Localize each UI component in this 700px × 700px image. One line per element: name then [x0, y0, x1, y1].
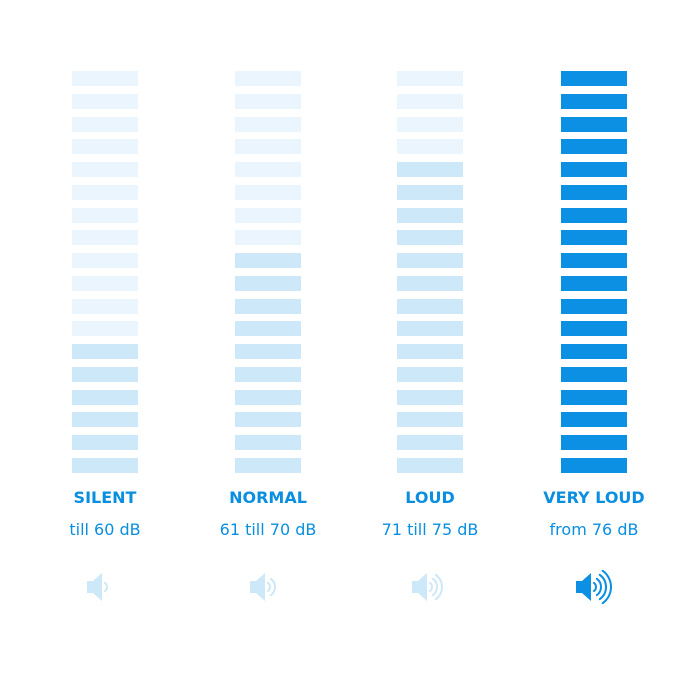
meter-segment-lit — [235, 457, 301, 473]
meter-segment-lit — [561, 139, 627, 155]
level-range: 71 till 75 dB — [381, 520, 479, 539]
level-label: NORMAL — [229, 488, 307, 507]
meter-segment-unlit — [235, 184, 301, 200]
meter-segment-unlit — [72, 184, 138, 200]
meter-segment-lit — [561, 412, 627, 428]
meter-segment-lit — [397, 435, 463, 450]
sound-wave — [434, 573, 443, 601]
meter-segment-unlit — [235, 207, 301, 223]
level-range: till 60 dB — [69, 520, 141, 539]
sound-wave — [595, 577, 602, 597]
meter-segment-lit — [561, 321, 627, 337]
meter-segment-unlit — [72, 321, 138, 337]
meter-segment-unlit — [397, 139, 463, 155]
meter-segment-lit — [235, 389, 301, 405]
meter-segment-lit — [72, 389, 138, 405]
meter-segment-lit — [235, 253, 301, 268]
sound-wave — [592, 581, 597, 593]
meter-segment-unlit — [235, 116, 301, 132]
meter-segment-lit — [561, 93, 627, 109]
meter-segment-lit — [72, 344, 138, 359]
meter-segment-lit — [72, 457, 138, 473]
meter-segment-lit — [397, 457, 463, 473]
meter-segment-unlit — [397, 71, 463, 86]
meter-segment-unlit — [235, 139, 301, 155]
meter-segment-lit — [561, 457, 627, 473]
level-range: from 76 dB — [549, 520, 639, 539]
level-label: SILENT — [73, 488, 137, 507]
sound-wave — [266, 581, 271, 593]
meter-segment-lit — [561, 253, 627, 268]
meter-segment-lit — [561, 162, 627, 177]
speaker-body — [576, 573, 591, 601]
meter-segment-lit — [397, 275, 463, 291]
sound-wave — [269, 577, 276, 597]
speaker-body — [412, 573, 427, 601]
meter-segment-unlit — [397, 93, 463, 109]
meter-segment-lit — [235, 412, 301, 428]
meter-segment-lit — [561, 116, 627, 132]
meter-segment-unlit — [72, 230, 138, 246]
meter-segment-lit — [72, 412, 138, 428]
level-range: 61 till 70 dB — [219, 520, 317, 539]
meter-segment-lit — [561, 435, 627, 450]
meter-segment-unlit — [72, 116, 138, 132]
sound-wave — [428, 581, 433, 593]
meter-segment-unlit — [397, 116, 463, 132]
meter-segment-unlit — [72, 253, 138, 268]
meter-segment-lit — [235, 344, 301, 359]
meter-segment-unlit — [72, 139, 138, 155]
meter-segment-lit — [561, 71, 627, 86]
meter-segment-lit — [397, 162, 463, 177]
meter-segment-lit — [397, 230, 463, 246]
meter-segment-lit — [72, 435, 138, 450]
meter-segment-lit — [235, 366, 301, 382]
meter-segment-lit — [235, 298, 301, 314]
meter-segment-unlit — [72, 298, 138, 314]
meter-segment-lit — [72, 366, 138, 382]
speaker-icon — [412, 573, 443, 601]
sound-wave — [431, 577, 438, 597]
meter-segment-lit — [235, 321, 301, 337]
meter-segment-lit — [235, 275, 301, 291]
meter-segment-unlit — [72, 162, 138, 177]
meter-segment-lit — [397, 253, 463, 268]
sound-wave — [601, 570, 612, 604]
meter-segment-lit — [235, 435, 301, 450]
meter-segment-lit — [561, 366, 627, 382]
meter-segment-unlit — [72, 275, 138, 291]
meter-segment-unlit — [235, 71, 301, 86]
speaker-body — [250, 573, 265, 601]
meter-segment-lit — [561, 184, 627, 200]
meter-segment-unlit — [72, 93, 138, 109]
meter-segment-lit — [561, 230, 627, 246]
meter-segment-unlit — [235, 162, 301, 177]
meter-segment-lit — [561, 207, 627, 223]
meter-segment-lit — [561, 298, 627, 314]
meter-segment-lit — [561, 344, 627, 359]
meter-segment-lit — [397, 389, 463, 405]
speaker-icon — [250, 573, 276, 601]
meter-segment-lit — [561, 389, 627, 405]
level-label: LOUD — [405, 488, 455, 507]
meter-segment-unlit — [235, 93, 301, 109]
sound-wave — [103, 581, 108, 593]
speaker-icon — [87, 573, 108, 601]
meter-segment-unlit — [72, 71, 138, 86]
speaker-body — [87, 573, 102, 601]
meter-segment-lit — [397, 344, 463, 359]
sound-wave — [598, 573, 607, 601]
meter-segment-lit — [561, 275, 627, 291]
meter-segment-unlit — [72, 207, 138, 223]
meter-segment-lit — [397, 412, 463, 428]
level-label: VERY LOUD — [543, 488, 645, 507]
meter-segment-lit — [397, 207, 463, 223]
meter-segment-lit — [397, 321, 463, 337]
meter-segment-lit — [397, 184, 463, 200]
speaker-icon — [576, 570, 612, 604]
meter-segment-unlit — [235, 230, 301, 246]
meter-segment-lit — [397, 298, 463, 314]
meter-segment-lit — [397, 366, 463, 382]
